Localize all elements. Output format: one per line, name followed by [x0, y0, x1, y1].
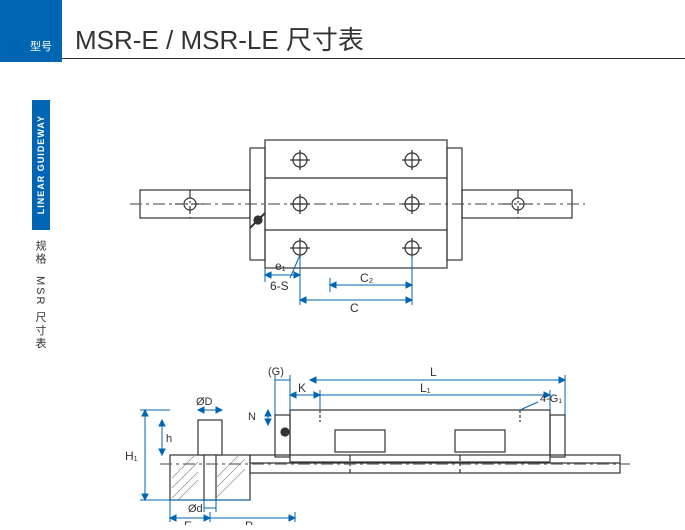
- label-e: E: [184, 519, 192, 525]
- label-l: L: [430, 365, 437, 379]
- page-title: MSR-E / MSR-LE 尺寸表: [75, 20, 364, 57]
- label-p: P: [245, 519, 253, 525]
- header-badge-text: 型号: [30, 38, 52, 54]
- label-l1: L₁: [420, 381, 431, 395]
- label-k: K: [298, 381, 306, 395]
- sidebar: LINEAR GUIDEWAY 规格 MSR 尺寸表: [32, 100, 50, 380]
- label-od-low: Ød: [188, 503, 203, 515]
- diagram-side-view: (G) L K L₁ 4-G₁ N ØD h H₁ Ød E P: [120, 360, 640, 530]
- header-badge-box: 型号: [0, 0, 62, 62]
- label-n: N: [248, 411, 256, 423]
- label-h: h: [166, 433, 172, 445]
- label-h1: H₁: [125, 449, 138, 463]
- diagram-top-view: e₁ 6-S C₂ C: [120, 120, 600, 325]
- sidebar-spec: 规格: [32, 240, 48, 266]
- title-underline: [62, 58, 685, 59]
- label-od-cap: ØD: [196, 396, 213, 408]
- label-4g1: 4-G₁: [540, 393, 562, 405]
- label-c: C: [350, 301, 359, 315]
- label-e1: e₁: [275, 259, 286, 273]
- label-c2: C₂: [360, 271, 374, 285]
- label-6s: 6-S: [270, 279, 289, 293]
- sidebar-category: LINEAR GUIDEWAY: [36, 115, 46, 214]
- sidebar-category-box: LINEAR GUIDEWAY: [32, 100, 50, 230]
- label-g: (G): [268, 366, 284, 378]
- sidebar-model: MSR 尺寸表: [32, 276, 48, 351]
